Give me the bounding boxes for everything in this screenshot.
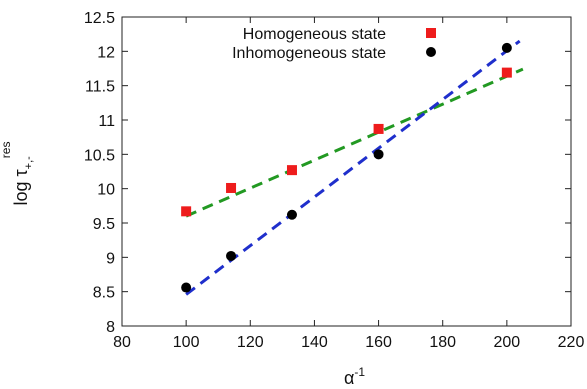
y-axis-label-base: log τ [11, 169, 31, 205]
y-tick-label: 9.5 [93, 216, 115, 233]
y-tick-label: 12 [97, 44, 115, 61]
fit-line-inhomogeneous [185, 39, 521, 296]
x-tick-label: 220 [558, 334, 585, 351]
point-inhomogeneous [373, 149, 384, 160]
x-axis-label-base: α [344, 368, 354, 388]
y-tick-label: 12.5 [84, 10, 115, 27]
x-tick-label: 160 [365, 334, 392, 351]
legend-label-inhomogeneous: Inhomogeneous state [232, 45, 386, 62]
x-axis-label-superscript: -1 [354, 365, 365, 379]
y-tick-label: 10.5 [84, 147, 115, 164]
y-tick-label: 11 [98, 113, 115, 130]
y-axis-label-subscript: +,- [23, 156, 35, 169]
plot-frame [121, 16, 572, 327]
point-homogeneous [373, 123, 384, 134]
y-axis-label: log τ+,- res [0, 142, 35, 206]
fit-line-homogeneous [185, 67, 524, 218]
y-axis-label-superscript: res [0, 142, 13, 159]
point-homogeneous [181, 206, 192, 217]
y-tick-label: 9 [106, 250, 115, 267]
point-inhomogeneous [286, 209, 297, 220]
point-inhomogeneous [226, 250, 237, 261]
x-tick-label: 200 [494, 334, 521, 351]
y-tick-label: 10 [97, 182, 115, 199]
legend-marker-circle [426, 47, 436, 57]
legend-label-homogeneous: Homogeneous state [243, 26, 386, 43]
x-tick-label: 100 [173, 334, 200, 351]
x-tick-label: 180 [429, 334, 456, 351]
y-tick-label: 11.5 [85, 79, 115, 96]
point-homogeneous [286, 165, 297, 176]
x-tick-label: 140 [301, 334, 328, 351]
point-homogeneous [501, 67, 512, 78]
y-tick-label: 8 [106, 319, 115, 336]
legend: Homogeneous state Inhomogeneous state [232, 26, 436, 62]
x-tick-label: 80 [113, 334, 131, 351]
point-inhomogeneous [501, 42, 512, 53]
legend-marker-square [426, 28, 436, 38]
point-inhomogeneous [181, 282, 192, 293]
x-axis-label: α-1 [344, 365, 365, 388]
y-tick-label: 8.5 [93, 285, 115, 302]
point-homogeneous [226, 182, 237, 193]
x-tick-label: 120 [237, 334, 264, 351]
